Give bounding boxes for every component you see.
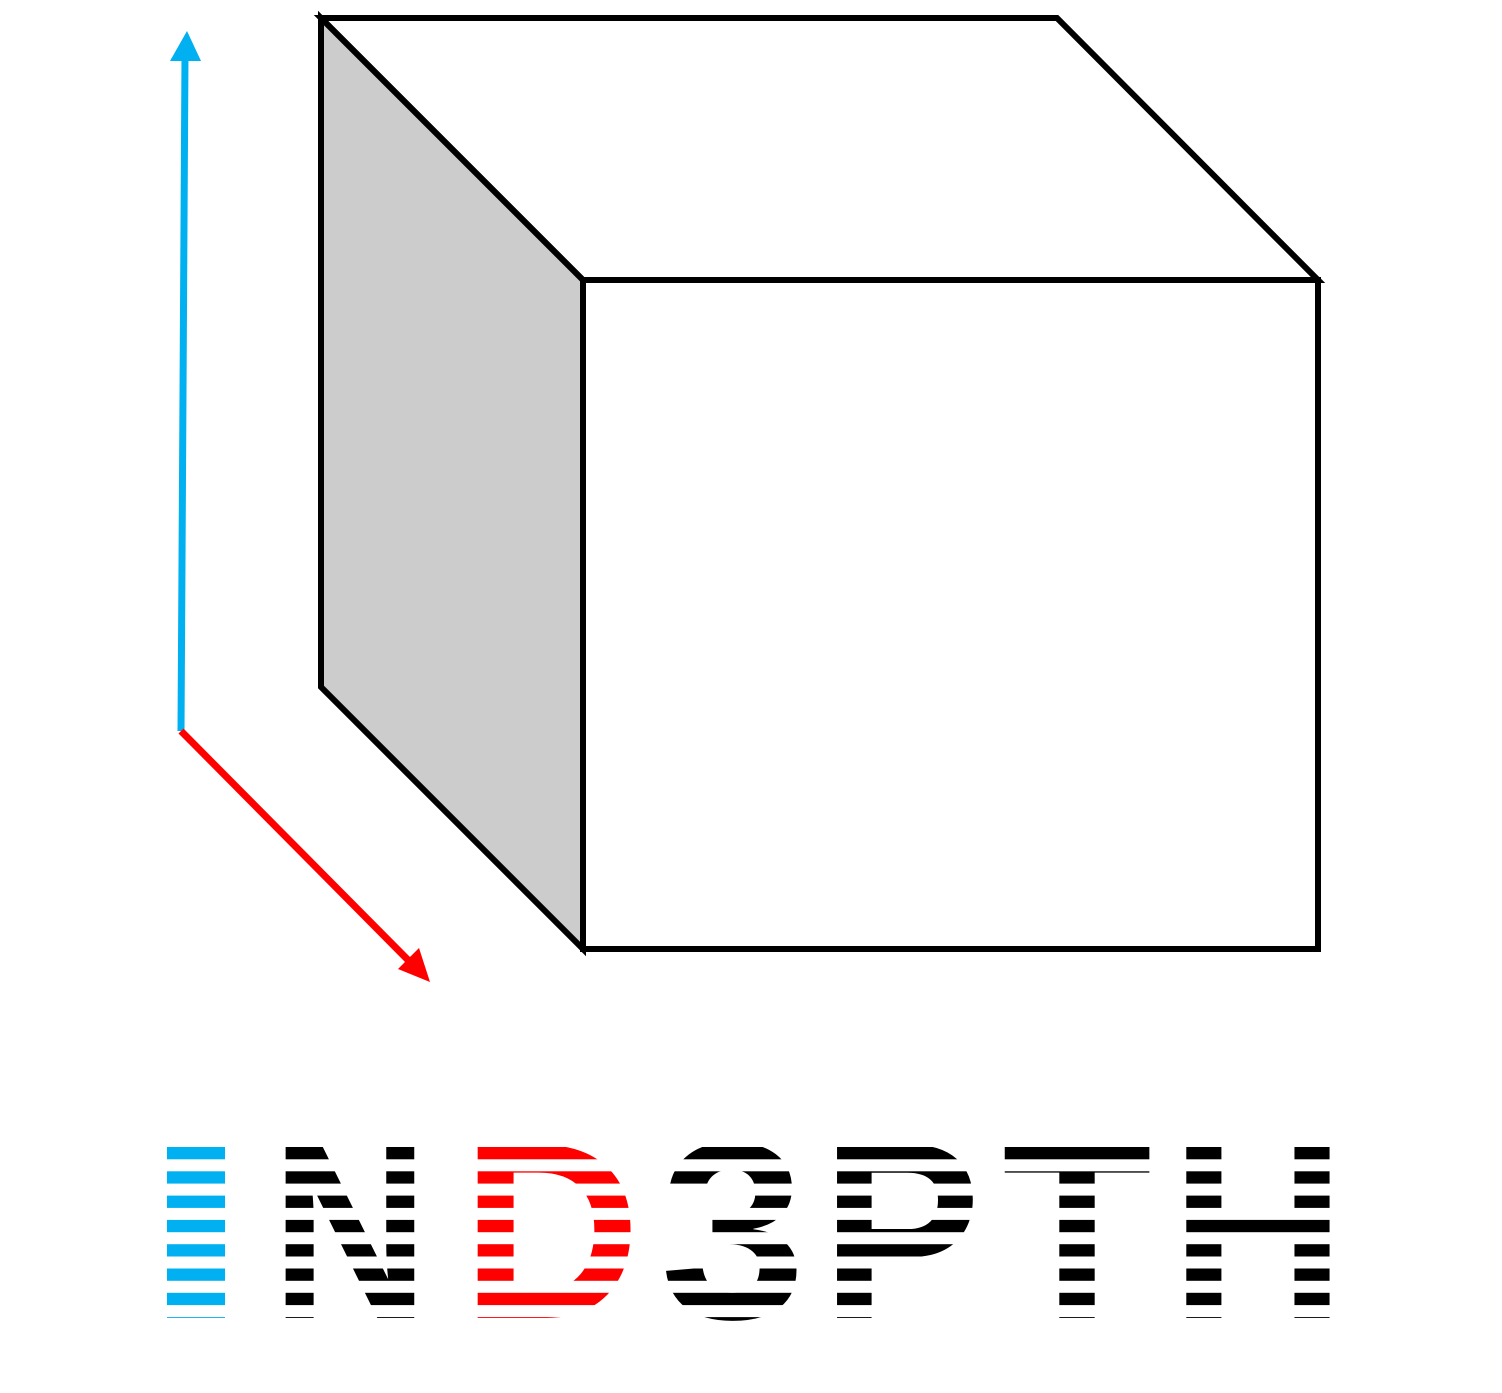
- stripe-gap: [120, 1135, 1370, 1147]
- wordmark-letter-i: I: [140, 1091, 252, 1372]
- stripe-gap: [120, 1280, 1370, 1293]
- stripe-gap: [120, 1159, 1370, 1172]
- stripe-gap: [120, 1305, 1370, 1318]
- cube-top-face: [321, 18, 1318, 280]
- wordmark-stripe-gaps: [120, 1135, 1370, 1318]
- stripe-gap: [120, 1232, 1370, 1245]
- wordmark-letter-h: H: [1170, 1091, 1346, 1372]
- stripe-gap: [120, 1207, 1370, 1220]
- stripe-gap: [120, 1183, 1370, 1196]
- wordmark-letter-p: P: [821, 1091, 981, 1372]
- wordmark: I N D 3 P T H: [120, 1091, 1370, 1372]
- wordmark-letter-n: N: [271, 1091, 429, 1372]
- wordmark-letter-t: T: [1002, 1091, 1152, 1372]
- cube-side-face: [321, 18, 583, 949]
- cube-icon: [313, 10, 1326, 957]
- arrow-down-right-icon: [178, 728, 430, 982]
- wordmark-letter-3: 3: [660, 1091, 806, 1372]
- stripe-gap: [120, 1256, 1370, 1269]
- wordmark-letter-d: D: [461, 1091, 641, 1372]
- cube-outline: [313, 10, 1326, 957]
- arrow-up-icon: [170, 31, 201, 732]
- cube-front-face: [583, 280, 1318, 949]
